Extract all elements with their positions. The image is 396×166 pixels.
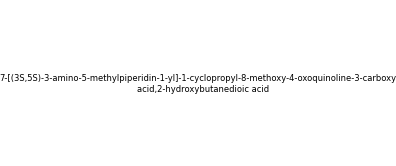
Text: 7-[(3S,5S)-3-amino-5-methylpiperidin-1-yl]-1-cyclopropyl-8-methoxy-4-oxoquinolin: 7-[(3S,5S)-3-amino-5-methylpiperidin-1-y… xyxy=(0,74,396,93)
